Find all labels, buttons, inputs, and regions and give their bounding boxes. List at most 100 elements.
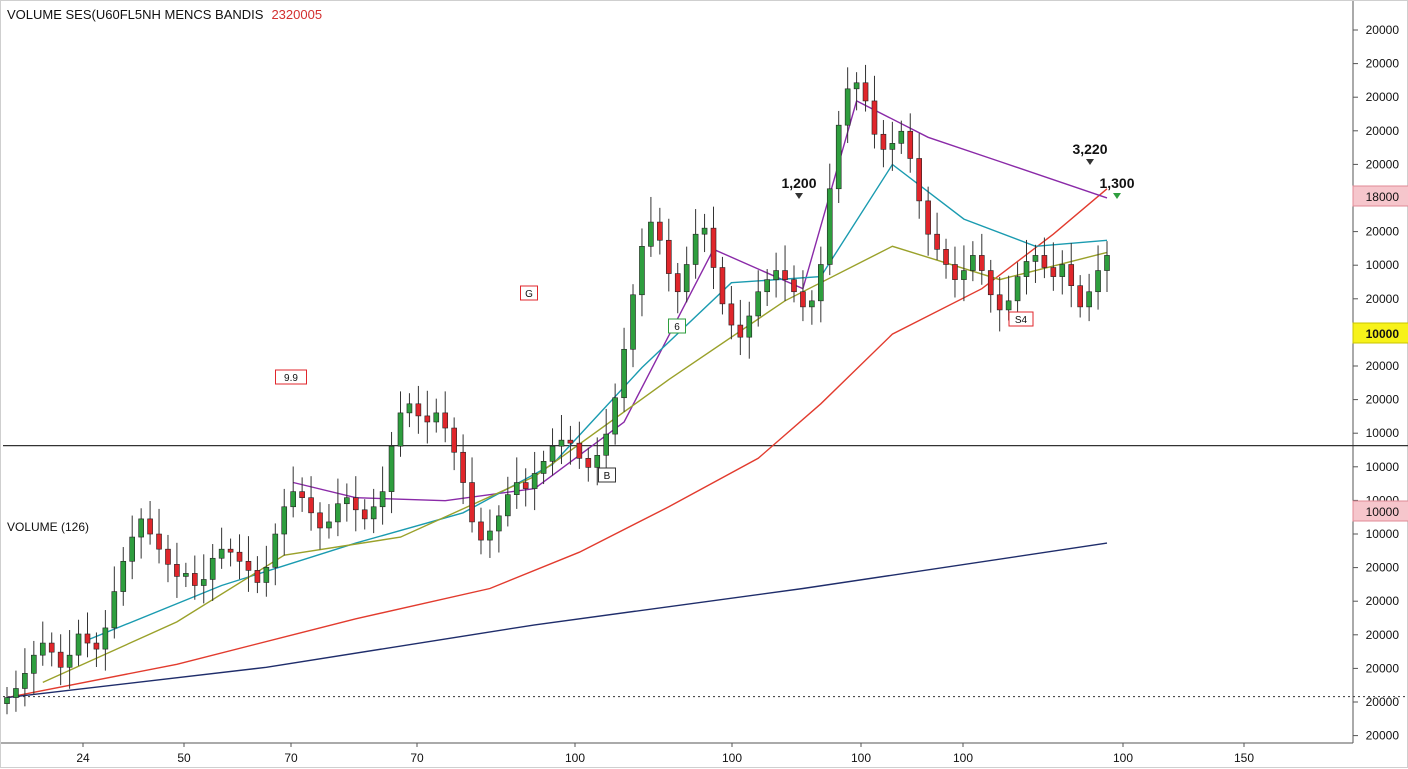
candle [835, 110, 842, 204]
y-tick-label: 20000 [1366, 661, 1400, 675]
annotation-badge-text: 9.9 [284, 373, 298, 384]
candle-body [218, 548, 225, 559]
candle-body [987, 270, 994, 296]
candle [254, 556, 261, 594]
candle [156, 508, 162, 564]
candle-body [701, 227, 708, 235]
candle [970, 241, 976, 282]
candle-body [478, 521, 484, 541]
candle [1095, 245, 1101, 310]
candle [48, 632, 55, 667]
candle-body [800, 291, 806, 308]
candle [934, 212, 940, 260]
annotation-label: 3,220 [1072, 141, 1107, 157]
candle-body [272, 533, 279, 568]
candle-body [773, 270, 779, 280]
candle [773, 252, 779, 298]
price-badge-text: 10000 [1366, 327, 1400, 341]
candle-body [764, 279, 770, 293]
candle-body [317, 512, 323, 529]
candle-body [710, 227, 717, 268]
candle-body [1014, 276, 1021, 302]
candle [674, 262, 681, 314]
candle [370, 488, 377, 534]
candle [245, 536, 252, 592]
candle-body [522, 482, 529, 489]
x-axis-ticks: 24 50 70 70 100 100 100 100 100 150 [76, 743, 1254, 765]
price-badge-box [1352, 322, 1408, 344]
candle-body [952, 264, 958, 280]
candle-body [1041, 255, 1048, 268]
y-tick-label: 20000 [1366, 729, 1400, 743]
x-tick-label: 100 [565, 751, 585, 765]
candle [826, 163, 833, 276]
y-tick-label: 20000 [1366, 90, 1400, 104]
candle [898, 120, 905, 154]
candle [415, 385, 422, 434]
candle-body [379, 491, 386, 508]
candle [31, 640, 37, 695]
candle [683, 246, 690, 303]
candle [39, 621, 46, 666]
candle [1086, 273, 1092, 322]
axes [1, 1, 1354, 744]
candle [603, 408, 609, 477]
candle-body [1086, 291, 1092, 308]
candle-body [809, 300, 815, 308]
candle [818, 246, 824, 323]
candle [22, 648, 28, 707]
candle-body [370, 506, 377, 520]
candle-body [451, 427, 457, 453]
chart-header-value: 2320005 [271, 7, 323, 22]
x-tick-label: 100 [722, 751, 742, 765]
candle [522, 468, 529, 507]
candle-body [746, 315, 753, 338]
y-tick-label: 20000 [1366, 393, 1400, 407]
candle [540, 450, 547, 485]
candle-body [361, 509, 368, 520]
candle-body [111, 591, 118, 629]
candle-body [344, 497, 350, 505]
candle [352, 476, 359, 532]
candle-body [996, 294, 1003, 311]
moving-average-purple [293, 99, 1108, 502]
candle [147, 501, 153, 545]
candle-body [505, 494, 511, 517]
candle [200, 554, 207, 604]
annotation-badge-box [275, 369, 307, 385]
candle-body [674, 273, 681, 293]
candle-body [835, 124, 842, 190]
candle-body [254, 570, 261, 583]
candle [66, 630, 73, 689]
candle [996, 276, 1003, 332]
candle [907, 113, 914, 173]
candle [665, 218, 672, 292]
candle-body [200, 579, 207, 586]
candle-body [844, 88, 851, 126]
candle [281, 488, 288, 556]
candle [424, 390, 431, 444]
candle-body [281, 506, 288, 535]
candle [388, 431, 395, 514]
moving-average-olive [42, 245, 1108, 684]
candle-body [424, 415, 431, 423]
candle-body [174, 564, 180, 577]
candle [326, 504, 332, 539]
candle [1014, 262, 1021, 316]
candle [361, 499, 368, 530]
candle [1059, 250, 1066, 295]
candle-body [165, 548, 171, 565]
candle [737, 299, 744, 356]
candle [1023, 239, 1030, 295]
candle-body [460, 451, 466, 483]
candle [880, 120, 887, 168]
candle-body [496, 515, 502, 532]
candle [263, 545, 270, 597]
candle [102, 610, 109, 671]
candle-body [648, 221, 654, 247]
candle-body [657, 221, 663, 241]
moving-average-navy [6, 542, 1108, 699]
x-tick-label: 150 [1234, 751, 1254, 765]
